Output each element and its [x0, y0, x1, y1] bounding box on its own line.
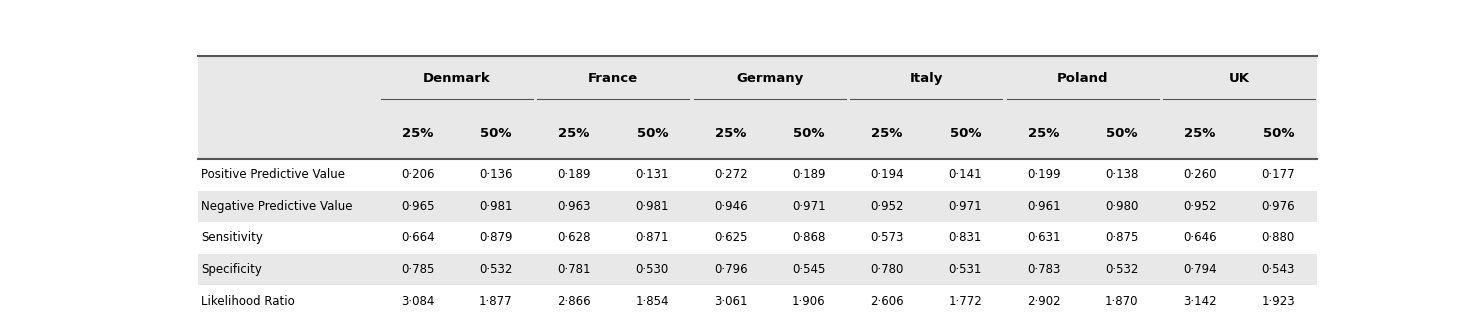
Text: 25%: 25%	[402, 127, 433, 140]
Text: 0·189: 0·189	[557, 168, 591, 181]
Text: Poland: Poland	[1057, 72, 1108, 85]
Text: 0·952: 0·952	[1184, 200, 1218, 213]
Text: 50%: 50%	[949, 127, 982, 140]
Text: 50%: 50%	[793, 127, 824, 140]
Text: 25%: 25%	[871, 127, 902, 140]
Text: 0·631: 0·631	[1027, 231, 1060, 244]
Text: 0·952: 0·952	[870, 200, 904, 213]
Text: 25%: 25%	[559, 127, 590, 140]
Text: 0·625: 0·625	[713, 231, 747, 244]
Text: 0·177: 0·177	[1262, 168, 1296, 181]
Text: 50%: 50%	[637, 127, 668, 140]
Text: 50%: 50%	[481, 127, 511, 140]
Text: 0·260: 0·260	[1184, 168, 1218, 181]
Text: 0·545: 0·545	[792, 263, 825, 276]
Text: 0·879: 0·879	[479, 231, 513, 244]
Text: 0·963: 0·963	[557, 200, 591, 213]
Text: 0·875: 0·875	[1106, 231, 1138, 244]
Text: 2·606: 2·606	[870, 295, 904, 308]
Text: 0·946: 0·946	[713, 200, 747, 213]
Text: Denmark: Denmark	[423, 72, 491, 85]
Text: 1·923: 1·923	[1262, 295, 1296, 308]
Text: UK: UK	[1229, 72, 1250, 85]
Text: 1·870: 1·870	[1106, 295, 1138, 308]
Text: 3·061: 3·061	[713, 295, 747, 308]
Text: 0·136: 0·136	[479, 168, 513, 181]
Text: 2·866: 2·866	[557, 295, 591, 308]
Text: 0·981: 0·981	[635, 200, 669, 213]
Text: Italy: Italy	[909, 72, 943, 85]
Text: 1·854: 1·854	[635, 295, 669, 308]
Text: Positive Predictive Value: Positive Predictive Value	[202, 168, 345, 181]
Text: 50%: 50%	[1106, 127, 1138, 140]
Text: 0·785: 0·785	[401, 263, 435, 276]
Text: 0·981: 0·981	[479, 200, 513, 213]
Text: 0·961: 0·961	[1027, 200, 1060, 213]
Text: 0·783: 0·783	[1027, 263, 1060, 276]
Text: 1·877: 1·877	[479, 295, 513, 308]
Text: 3·084: 3·084	[401, 295, 435, 308]
Text: 0·831: 0·831	[949, 231, 982, 244]
Bar	[198, 191, 1318, 222]
Bar	[198, 56, 1318, 159]
Text: 0·194: 0·194	[870, 168, 904, 181]
Text: 0·794: 0·794	[1184, 263, 1218, 276]
Text: 1·906: 1·906	[792, 295, 825, 308]
Text: 1·772: 1·772	[948, 295, 982, 308]
Text: Sensitivity: Sensitivity	[202, 231, 264, 244]
Text: 0·664: 0·664	[401, 231, 435, 244]
Text: Likelihood Ratio: Likelihood Ratio	[202, 295, 295, 308]
Text: Germany: Germany	[736, 72, 803, 85]
Text: 0·980: 0·980	[1106, 200, 1138, 213]
Text: 0·532: 0·532	[479, 263, 513, 276]
Text: 0·532: 0·532	[1106, 263, 1138, 276]
Text: 0·971: 0·971	[949, 200, 982, 213]
Text: 0·138: 0·138	[1106, 168, 1138, 181]
Text: France: France	[588, 72, 638, 85]
Text: Specificity: Specificity	[202, 263, 262, 276]
Text: 0·206: 0·206	[401, 168, 435, 181]
Text: 3·142: 3·142	[1184, 295, 1218, 308]
Text: 2·902: 2·902	[1027, 295, 1060, 308]
Text: 25%: 25%	[715, 127, 746, 140]
Text: 0·880: 0·880	[1262, 231, 1296, 244]
Text: 0·199: 0·199	[1027, 168, 1060, 181]
Text: 0·971: 0·971	[792, 200, 825, 213]
Text: 25%: 25%	[1027, 127, 1060, 140]
Text: 0·976: 0·976	[1262, 200, 1296, 213]
Text: 0·871: 0·871	[635, 231, 669, 244]
Text: 0·646: 0·646	[1184, 231, 1218, 244]
Text: 0·780: 0·780	[870, 263, 904, 276]
Text: 0·543: 0·543	[1262, 263, 1296, 276]
Text: Negative Predictive Value: Negative Predictive Value	[202, 200, 352, 213]
Text: 0·141: 0·141	[949, 168, 982, 181]
Text: 50%: 50%	[1263, 127, 1294, 140]
Text: 0·573: 0·573	[870, 231, 904, 244]
Text: 0·272: 0·272	[713, 168, 747, 181]
Text: 0·530: 0·530	[635, 263, 669, 276]
Text: 0·965: 0·965	[401, 200, 435, 213]
Text: 0·781: 0·781	[557, 263, 591, 276]
Text: 25%: 25%	[1185, 127, 1216, 140]
Text: 0·868: 0·868	[792, 231, 825, 244]
Text: 0·796: 0·796	[713, 263, 747, 276]
Bar	[198, 254, 1318, 285]
Text: 0·189: 0·189	[792, 168, 825, 181]
Text: 0·531: 0·531	[949, 263, 982, 276]
Text: 0·131: 0·131	[635, 168, 669, 181]
Text: 0·628: 0·628	[557, 231, 591, 244]
